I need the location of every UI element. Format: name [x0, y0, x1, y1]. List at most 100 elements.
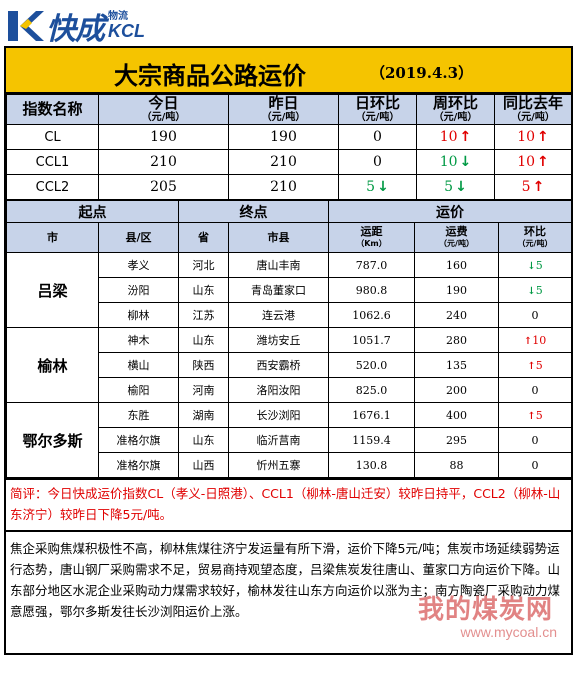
index-row: CL 190 190 0 10 ↑ 10 ↑	[6, 124, 572, 150]
route-row: 吕梁 孝义 河北 唐山丰南 787.0 160 ↓5	[6, 252, 573, 328]
route-cell-distance: 1051.7	[328, 327, 415, 353]
route-cell-dest: 忻州五寨	[228, 452, 329, 478]
route-cell-distance: 825.0	[328, 377, 415, 403]
route-cell-distance: 1159.4	[328, 427, 415, 453]
arrow-up-icon: ↑	[527, 410, 536, 422]
route-cell-county: 横山	[98, 352, 179, 378]
col-fee: 运费 （元/吨）	[414, 222, 499, 253]
report-date: （2019.4.3）	[370, 64, 474, 82]
route-cell-county: 准格尔旗	[98, 452, 179, 478]
route-cell-dest: 长沙浏阳	[228, 402, 329, 428]
route-cell-county: 孝义	[98, 252, 179, 278]
arrow-down-icon: ↓	[455, 179, 467, 195]
route-cell-province: 湖南	[178, 402, 229, 428]
arrow-down-icon: ↓	[527, 285, 536, 297]
route-cell-distance: 1062.6	[328, 302, 415, 328]
index-col-header: 今日 （元/吨）	[98, 94, 229, 125]
route-cell-distance: 520.0	[328, 352, 415, 378]
route-cell-change: 0	[497, 452, 573, 478]
brand-sub: 物流	[108, 11, 128, 22]
col-change: 环比 （元/吨）	[497, 222, 573, 253]
route-cell-change: ↑10	[497, 327, 573, 353]
route-cell-county: 东胜	[98, 402, 179, 428]
route-cell-county: 汾阳	[98, 277, 179, 303]
index-cell-yesterday: 210	[228, 149, 339, 175]
route-cell-fee: 400	[414, 402, 499, 428]
brand-name-en: KCL	[108, 21, 145, 41]
route-cell-province: 陕西	[178, 352, 229, 378]
origin-city: 榆林	[6, 327, 99, 403]
route-cell-fee: 160	[414, 252, 499, 278]
route-cell-dest: 青岛董家口	[228, 277, 329, 303]
route-cell-dest: 潍坊安丘	[228, 327, 329, 353]
destination-header: 终点	[178, 200, 329, 223]
arrow-down-icon: ↓	[377, 179, 389, 195]
route-cell-distance: 130.8	[328, 452, 415, 478]
route-cell-province: 山东	[178, 277, 229, 303]
route-cell-dest: 临沂莒南	[228, 427, 329, 453]
index-cell-dod: 5 ↓	[338, 174, 417, 200]
route-cell-distance: 1676.1	[328, 402, 415, 428]
route-cell-dest: 唐山丰南	[228, 252, 329, 278]
brand-name-cn: 快成	[46, 12, 105, 47]
index-col-header: 日环比 （元/吨）	[338, 94, 417, 125]
route-cell-county: 准格尔旗	[98, 427, 179, 453]
index-cell-today: 190	[98, 124, 229, 150]
route-cell-distance: 787.0	[328, 252, 415, 278]
report-panel: 大宗商品公路运价 （2019.4.3） 指数名称 今日 （元/吨） 昨日 （元/吨） 日环…	[4, 46, 573, 655]
origin-city: 吕梁	[6, 252, 99, 328]
index-cell-yoy: 5 ↑	[494, 174, 572, 200]
route-cell-province: 河南	[178, 377, 229, 403]
arrow-up-icon: ↑	[537, 129, 549, 145]
arrow-up-icon: ↑	[532, 179, 545, 195]
col-province: 省	[178, 222, 229, 253]
route-cell-change: 0	[497, 377, 573, 403]
route-group-header: 起点 终点 运价	[6, 200, 573, 223]
route-cell-county: 榆阳	[98, 377, 179, 403]
route-cell-fee: 88	[414, 452, 499, 478]
arrow-up-icon: ↑	[459, 129, 472, 145]
index-cell-today: 205	[98, 174, 229, 200]
arrow-up-icon: ↑	[527, 360, 536, 372]
route-table: 起点 终点 运价 市 县/区 省 市县 运距 （Km） 运费 （元/吨） 环比 （元/…	[6, 200, 573, 478]
index-cell-today: 210	[98, 149, 229, 175]
index-cell-name: CCL2	[6, 174, 99, 200]
route-column-header: 市 县/区 省 市县 运距 （Km） 运费 （元/吨） 环比 （元/吨）	[6, 222, 573, 253]
route-cell-fee: 200	[414, 377, 499, 403]
index-col-header: 同比去年 （元/吨）	[494, 94, 572, 125]
analysis-text: 焦企采购焦煤积极性不高，柳林焦煤往济宁发运量有所下滑，运价下降5元/吨；焦炭市场…	[10, 541, 561, 619]
index-col-header: 指数名称	[6, 94, 99, 125]
route-cell-change: ↑5	[497, 402, 573, 428]
route-cell-county: 神木	[98, 327, 179, 353]
watermark-url: www.mycoal.cn	[460, 624, 557, 640]
route-cell-dest: 连云港	[228, 302, 329, 328]
analysis-panel: 焦企采购焦煤积极性不高，柳林焦煤往济宁发运量有所下滑，运价下降5元/吨；焦炭市场…	[6, 530, 571, 653]
col-city: 市	[6, 222, 99, 253]
route-cell-distance: 980.8	[328, 277, 415, 303]
comment-text: 简评：今日快成运价指数CL（孝义-日照港）、CCL1（柳林-唐山迁安）较昨日持平…	[6, 478, 571, 530]
route-cell-change: ↓5	[497, 277, 573, 303]
index-cell-wow: 10 ↓	[416, 149, 495, 175]
arrow-down-icon: ↓	[527, 260, 536, 272]
logo-icon	[8, 11, 44, 41]
route-cell-province: 山西	[178, 452, 229, 478]
arrow-up-icon: ↑	[537, 154, 549, 170]
route-cell-fee: 135	[414, 352, 499, 378]
index-cell-wow: 5 ↓	[416, 174, 495, 200]
route-row: 柳林 江苏 连云港 1062.6 240 0	[7, 302, 573, 328]
route-cell-county: 柳林	[98, 302, 179, 328]
route-row: 准格尔旗 山西 忻州五寨 130.8 88 0	[7, 452, 573, 478]
watermark: 我的煤炭网	[417, 595, 553, 625]
brand-logo: 快成 物流 KCL	[6, 4, 145, 48]
route-cell-province: 山东	[178, 327, 229, 353]
route-cell-change: ↑5	[497, 352, 573, 378]
index-cell-yoy: 10 ↑	[494, 124, 572, 150]
route-row: 鄂尔多斯 东胜 湖南 长沙浏阳 1676.1 400 ↑5	[6, 402, 573, 478]
route-cell-change: 0	[497, 302, 573, 328]
freight-header: 运价	[327, 200, 573, 223]
col-county: 县/区	[98, 222, 179, 253]
col-city-county: 市县	[228, 222, 329, 253]
route-cell-province: 江苏	[178, 302, 229, 328]
index-table-header: 指数名称 今日 （元/吨） 昨日 （元/吨） 日环比 （元/吨） 周环比 （元/吨） 同比去年 （元…	[6, 94, 572, 125]
